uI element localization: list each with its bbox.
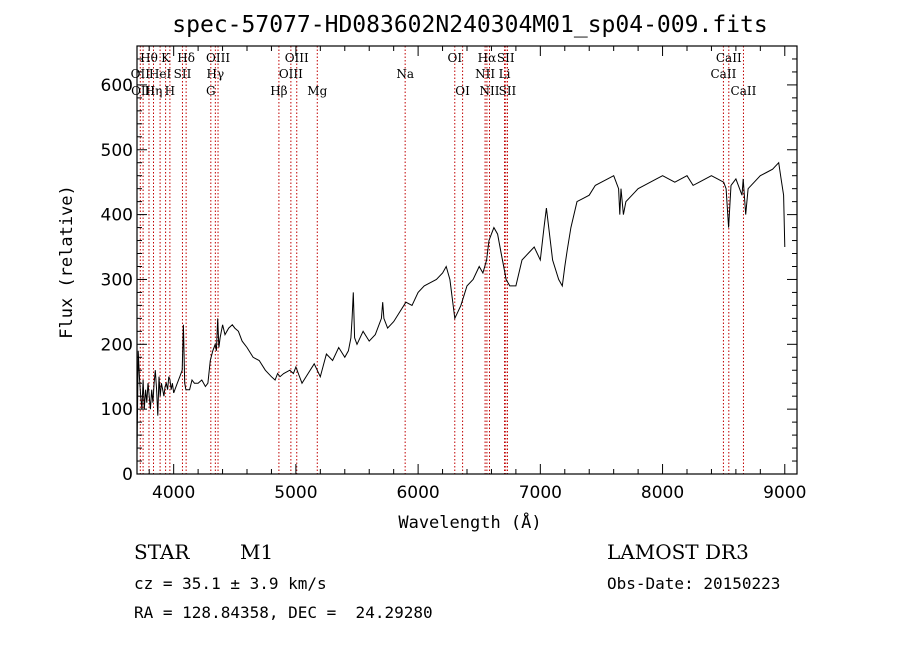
- line-label: G: [206, 84, 216, 98]
- y-tick-label: 200: [101, 335, 133, 355]
- x-tick-label: 6000: [396, 483, 439, 503]
- x-axis-ticks: 4000 5000 6000 7000 8000 9000: [148, 46, 806, 503]
- line-label: CaII: [711, 67, 737, 81]
- line-label: H: [165, 84, 175, 98]
- y-tick-label: 500: [101, 141, 133, 161]
- y-tick-label: 600: [101, 76, 133, 96]
- line-label: SII: [497, 51, 515, 65]
- line-label: OII: [131, 67, 151, 81]
- x-tick-label: 9000: [763, 483, 806, 503]
- y-axis-ticks: 0 100 200 300 400 500 600: [101, 58, 797, 485]
- line-label: OIII: [206, 51, 230, 65]
- line-label: Hθ: [140, 51, 158, 65]
- coordinates: RA = 128.84358, DEC = 24.29280: [134, 603, 433, 622]
- y-tick-label: 100: [101, 400, 133, 420]
- x-tick-label: 7000: [519, 483, 562, 503]
- spectrum-line: [136, 161, 786, 455]
- line-label: NII: [479, 84, 499, 98]
- x-tick-label: 8000: [641, 483, 684, 503]
- line-label: Hα: [478, 51, 497, 65]
- y-tick-label: 300: [101, 270, 133, 290]
- line-label: NII: [475, 67, 495, 81]
- chart-title: spec-57077-HD083602N240304M01_sp04-009.f…: [172, 12, 767, 38]
- y-tick-label: 400: [101, 206, 133, 226]
- y-axis-label: Flux (relative): [57, 185, 77, 339]
- line-label: Na: [396, 67, 414, 81]
- line-label: Hη: [145, 84, 163, 98]
- line-label: Hγ: [207, 67, 225, 81]
- plot-frame: [136, 45, 798, 475]
- object-type: STAR: [134, 540, 190, 564]
- survey-name: LAMOST DR3: [607, 540, 749, 564]
- y-tick-label: 0: [122, 465, 133, 485]
- observation-date: Obs-Date: 20150223: [607, 574, 781, 593]
- x-tick-label: 4000: [152, 483, 195, 503]
- line-label: Hβ: [270, 84, 287, 98]
- x-axis-label: Wavelength (Å): [398, 511, 541, 533]
- x-tick-label: 5000: [274, 483, 317, 503]
- line-label: OIII: [279, 67, 303, 81]
- spectral-line-labels: HθOIIOIIIHηKHeIHSIIHδGHγOIIIHβOIIIOIIIMg…: [131, 51, 757, 98]
- line-label: Hδ: [177, 51, 195, 65]
- line-label: K: [161, 51, 171, 65]
- line-label: HeI: [149, 67, 172, 81]
- line-label: SII: [499, 84, 517, 98]
- line-label: Li: [499, 67, 511, 81]
- redshift-velocity: cz = 35.1 ± 3.9 km/s: [134, 574, 327, 593]
- line-label: OI: [455, 84, 470, 98]
- spectral-line-markers: [139, 46, 744, 474]
- line-label: OI: [447, 51, 462, 65]
- line-label: OIII: [285, 51, 309, 65]
- object-subclass: M1: [240, 540, 274, 564]
- line-label: CaII: [731, 84, 757, 98]
- line-label: CaII: [716, 51, 742, 65]
- line-label: SII: [174, 67, 192, 81]
- line-label: Mg: [307, 84, 327, 98]
